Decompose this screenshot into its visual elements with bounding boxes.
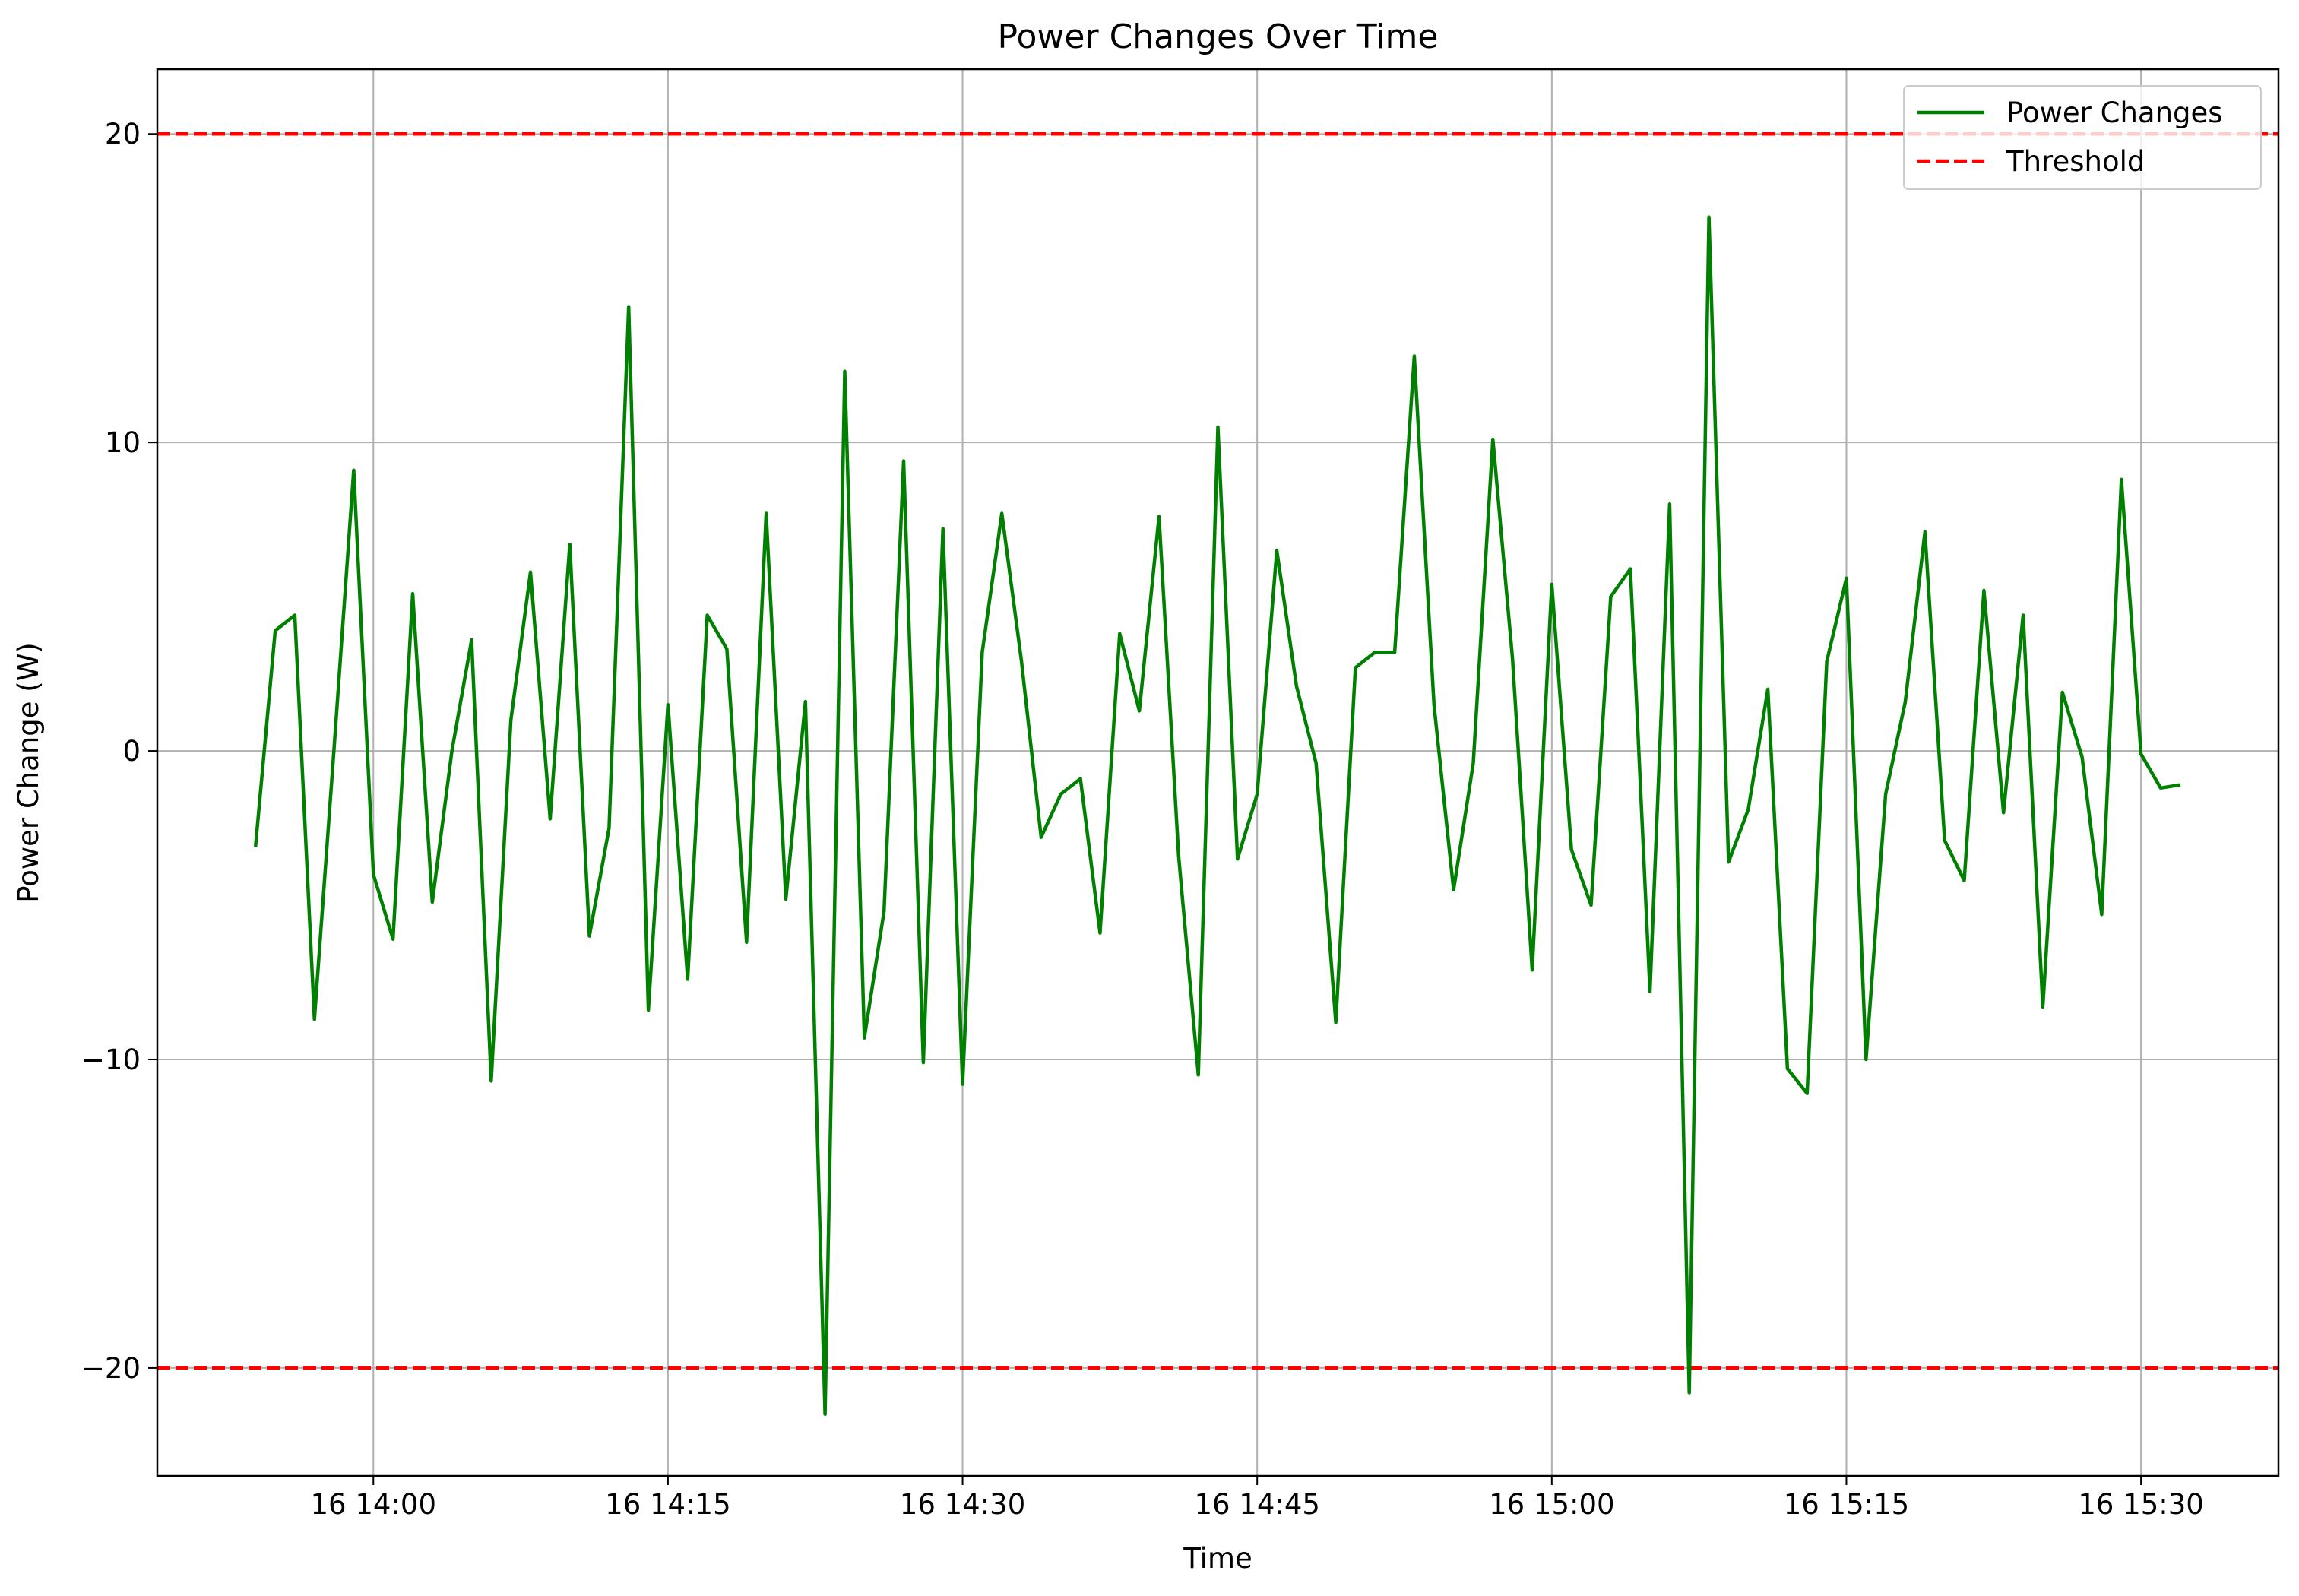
- legend-box: [1903, 85, 2262, 190]
- x-tick-label: 16 14:30: [900, 1488, 1025, 1521]
- y-tick-label: 20: [105, 118, 141, 150]
- plot-area-frame: [156, 68, 2280, 1477]
- x-tick-label: 16 14:00: [311, 1488, 436, 1521]
- axis-ticks: 16 14:00 16 14:15 16 14:30 16 14:45 16 15:00…: [81, 118, 2204, 1521]
- x-tick-label: 16 15:30: [2078, 1488, 2203, 1521]
- y-tick-label: −20: [81, 1352, 141, 1385]
- y-tick-label: 0: [122, 735, 141, 768]
- legend-label-threshold: Threshold: [2006, 145, 2145, 178]
- x-tick-label: 16 15:00: [1489, 1488, 1614, 1521]
- x-tick-label: 16 15:15: [1784, 1488, 1909, 1521]
- chart-legend: Power Changes Threshold: [1903, 85, 2262, 190]
- y-tick-label: 10: [105, 426, 141, 459]
- chart-title: Power Changes Over Time: [998, 17, 1439, 56]
- x-tick-label: 16 14:45: [1194, 1488, 1319, 1521]
- y-tick-label: −10: [81, 1043, 141, 1076]
- y-axis-title: Power Change (W): [12, 642, 45, 903]
- x-axis-title: Time: [1183, 1542, 1252, 1575]
- x-tick-label: 16 14:15: [605, 1488, 730, 1521]
- power-changes-series-line: [253, 215, 2181, 1417]
- threshold-lines: [157, 131, 2278, 1370]
- legend-label-power-changes: Power Changes: [2006, 97, 2223, 129]
